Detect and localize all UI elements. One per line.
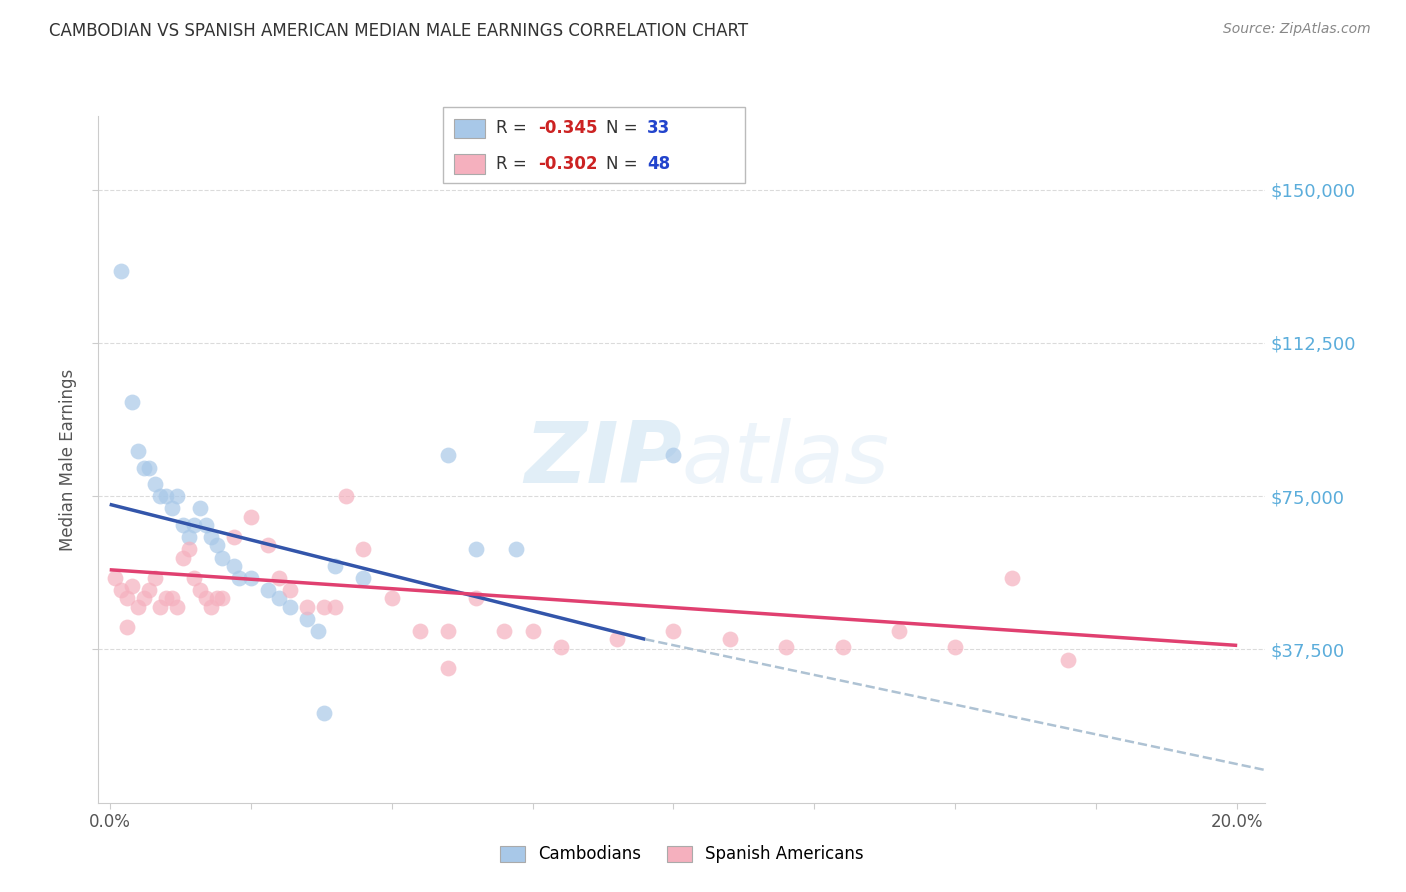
Point	[194, 517, 217, 532]
Point	[211, 591, 233, 606]
Point	[465, 542, 488, 557]
Point	[143, 571, 166, 585]
Point	[718, 632, 741, 647]
Text: 33: 33	[647, 120, 671, 137]
Point	[943, 640, 966, 655]
Point	[550, 640, 572, 655]
Point	[887, 624, 910, 639]
Point	[160, 591, 183, 606]
Point	[267, 591, 290, 606]
Point	[278, 583, 301, 598]
Legend: Cambodians, Spanish Americans: Cambodians, Spanish Americans	[494, 838, 870, 870]
Point	[155, 489, 177, 503]
Point	[775, 640, 797, 655]
Point	[138, 583, 160, 598]
Point	[200, 599, 222, 614]
Point	[188, 583, 211, 598]
Text: ZIP: ZIP	[524, 417, 682, 501]
Point	[295, 599, 318, 614]
Point	[437, 624, 460, 639]
Point	[127, 599, 149, 614]
Text: N =: N =	[606, 120, 643, 137]
Point	[172, 517, 194, 532]
Point	[278, 599, 301, 614]
Point	[312, 706, 335, 720]
Point	[205, 538, 228, 552]
Point	[239, 509, 262, 524]
Point	[505, 542, 527, 557]
Text: CAMBODIAN VS SPANISH AMERICAN MEDIAN MALE EARNINGS CORRELATION CHART: CAMBODIAN VS SPANISH AMERICAN MEDIAN MAL…	[49, 22, 748, 40]
Point	[606, 632, 628, 647]
Text: -0.345: -0.345	[538, 120, 598, 137]
Point	[295, 612, 318, 626]
Point	[1001, 571, 1024, 585]
Point	[104, 571, 127, 585]
Point	[228, 571, 250, 585]
Point	[381, 591, 404, 606]
Point	[239, 571, 262, 585]
Point	[143, 476, 166, 491]
Text: -0.302: -0.302	[538, 155, 598, 173]
Point	[256, 583, 278, 598]
Point	[323, 599, 346, 614]
Point	[138, 460, 160, 475]
Point	[211, 550, 233, 565]
Point	[149, 599, 172, 614]
Point	[160, 501, 183, 516]
Point	[110, 264, 132, 278]
Point	[222, 558, 245, 573]
Point	[256, 538, 278, 552]
Point	[222, 530, 245, 544]
Point	[177, 530, 200, 544]
Point	[132, 460, 155, 475]
Point	[121, 395, 143, 409]
Point	[115, 620, 138, 634]
Point	[205, 591, 228, 606]
Point	[335, 489, 357, 503]
Point	[194, 591, 217, 606]
Point	[121, 579, 143, 593]
Point	[522, 624, 544, 639]
Point	[1057, 653, 1080, 667]
Point	[662, 624, 685, 639]
Text: Source: ZipAtlas.com: Source: ZipAtlas.com	[1223, 22, 1371, 37]
Point	[183, 517, 205, 532]
Point	[352, 542, 374, 557]
Point	[149, 489, 172, 503]
Point	[172, 550, 194, 565]
Point	[200, 530, 222, 544]
Point	[155, 591, 177, 606]
Point	[127, 444, 149, 458]
Point	[323, 558, 346, 573]
Point	[177, 542, 200, 557]
Point	[312, 599, 335, 614]
Point	[465, 591, 488, 606]
Point	[110, 583, 132, 598]
Point	[267, 571, 290, 585]
Point	[183, 571, 205, 585]
Point	[115, 591, 138, 606]
Text: N =: N =	[606, 155, 643, 173]
Point	[437, 448, 460, 462]
Text: 48: 48	[647, 155, 669, 173]
Text: atlas: atlas	[682, 417, 890, 501]
Point	[188, 501, 211, 516]
Point	[831, 640, 853, 655]
Text: R =: R =	[496, 155, 533, 173]
Text: R =: R =	[496, 120, 533, 137]
Point	[352, 571, 374, 585]
Y-axis label: Median Male Earnings: Median Male Earnings	[59, 368, 77, 550]
Point	[307, 624, 329, 639]
Point	[494, 624, 516, 639]
Point	[662, 448, 685, 462]
Point	[132, 591, 155, 606]
Point	[437, 661, 460, 675]
Point	[166, 489, 188, 503]
Point	[166, 599, 188, 614]
Point	[409, 624, 432, 639]
